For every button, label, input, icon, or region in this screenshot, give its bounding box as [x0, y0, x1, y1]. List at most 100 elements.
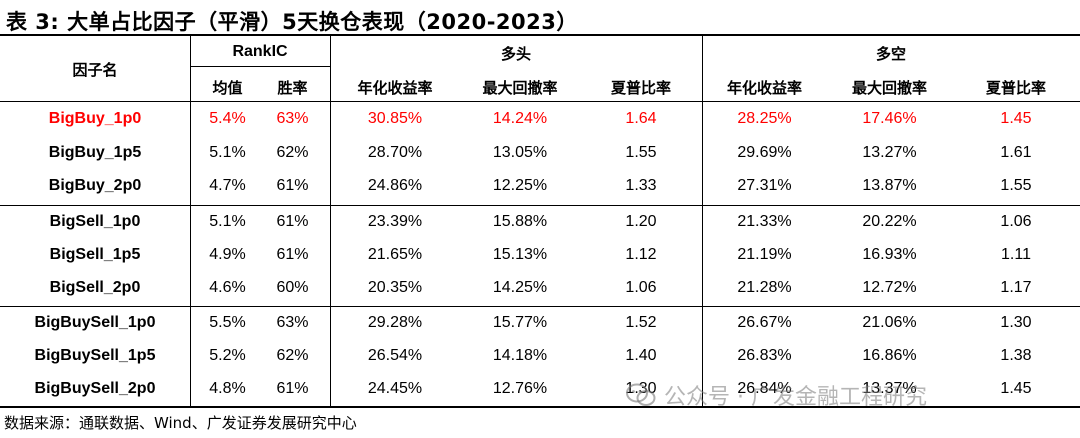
factor-name-cell: BigBuy_1p0 [48, 110, 142, 127]
column-separator-2 [330, 35, 331, 408]
value-cell: 16.93% [862, 246, 917, 263]
value-cell: 1.61 [1000, 144, 1032, 161]
value-cell: 1.30 [1000, 314, 1032, 331]
value-cell: 1.33 [625, 177, 657, 194]
value-cell: 1.64 [625, 110, 657, 127]
sub-header-2: 年化收益率 [357, 79, 433, 97]
value-cell: 26.84% [737, 380, 792, 397]
group-rule-2 [0, 306, 1080, 307]
value-cell: 1.55 [1000, 177, 1032, 194]
watermark-text: 公众号 · 广发金融工程研究 [664, 385, 927, 410]
value-cell: 15.88% [492, 213, 548, 230]
value-cell: 29.69% [737, 144, 792, 161]
value-cell: 30.85% [367, 110, 423, 127]
source-note: 数据来源：通联数据、Wind、广发证券发展研究中心 [4, 414, 357, 432]
value-cell: 21.28% [737, 279, 792, 296]
value-cell: 4.7% [209, 177, 246, 194]
value-cell: 13.37% [862, 380, 917, 397]
sub-header-5: 年化收益率 [726, 79, 802, 97]
value-cell: 5.1% [209, 144, 246, 161]
value-cell: 4.8% [209, 380, 246, 397]
value-cell: 63% [276, 110, 309, 127]
value-cell: 62% [276, 144, 309, 161]
top-rule [0, 34, 1080, 36]
value-cell: 1.20 [625, 213, 657, 230]
value-cell: 14.18% [492, 347, 548, 364]
header-factor-name: 因子名 [72, 61, 118, 79]
value-cell: 61% [276, 246, 309, 263]
column-separator-3 [702, 35, 703, 408]
header-long-short: 多空 [875, 45, 906, 63]
factor-name-cell: BigBuySell_1p0 [34, 314, 156, 331]
value-cell: 1.06 [625, 279, 657, 296]
value-cell: 12.25% [492, 177, 548, 194]
sub-header-3: 最大回撤率 [482, 79, 558, 97]
value-cell: 20.22% [862, 213, 917, 230]
factor-name-cell: BigSell_2p0 [49, 279, 141, 296]
factor-name-cell: BigBuySell_1p5 [34, 347, 156, 364]
value-cell: 1.11 [1001, 246, 1031, 263]
value-cell: 26.54% [367, 347, 423, 364]
value-cell: 12.72% [862, 279, 917, 296]
value-cell: 60% [276, 279, 309, 296]
sub-header-4: 夏普比率 [610, 79, 671, 97]
value-cell: 21.19% [737, 246, 792, 263]
value-cell: 5.5% [209, 314, 246, 331]
value-cell: 26.83% [737, 347, 792, 364]
value-cell: 26.67% [737, 314, 792, 331]
value-cell: 15.77% [492, 314, 548, 331]
value-cell: 1.06 [1000, 213, 1032, 230]
sub-header-1: 胜率 [277, 79, 308, 97]
factor-name-cell: BigSell_1p0 [49, 213, 141, 230]
value-cell: 16.86% [862, 347, 917, 364]
group-rule-1 [0, 205, 1080, 206]
value-cell: 24.86% [367, 177, 423, 194]
value-cell: 1.55 [625, 144, 657, 161]
sub-header-7: 夏普比率 [985, 79, 1046, 97]
value-cell: 1.12 [625, 246, 657, 263]
value-cell: 1.40 [625, 347, 657, 364]
value-cell: 21.06% [862, 314, 917, 331]
rankic-underline [190, 66, 330, 67]
value-cell: 5.2% [209, 347, 246, 364]
value-cell: 61% [276, 380, 309, 397]
wechat-icon [626, 383, 656, 406]
value-cell: 61% [276, 213, 309, 230]
value-cell: 23.39% [367, 213, 423, 230]
value-cell: 28.70% [367, 144, 423, 161]
value-cell: 21.33% [737, 213, 792, 230]
value-cell: 20.35% [367, 279, 423, 296]
factor-name-cell: BigSell_1p5 [49, 246, 141, 263]
factor-name-cell: BigBuySell_2p0 [34, 380, 156, 397]
value-cell: 63% [276, 314, 309, 331]
value-cell: 1.52 [625, 314, 657, 331]
value-cell: 27.31% [737, 177, 792, 194]
value-cell: 14.25% [492, 279, 548, 296]
header-rankic: RankIC [232, 43, 288, 60]
value-cell: 14.24% [492, 110, 548, 127]
factor-name-cell: BigBuy_1p5 [48, 144, 142, 161]
bottom-rule [0, 406, 1080, 408]
value-cell: 13.87% [862, 177, 917, 194]
header-long: 多头 [500, 45, 531, 63]
value-cell: 28.25% [737, 110, 792, 127]
value-cell: 29.28% [367, 314, 423, 331]
value-cell: 15.13% [492, 246, 548, 263]
value-cell: 1.45 [1000, 110, 1032, 127]
value-cell: 4.9% [209, 246, 246, 263]
value-cell: 61% [276, 177, 309, 194]
value-cell: 13.27% [862, 144, 917, 161]
value-cell: 4.6% [209, 279, 246, 296]
value-cell: 5.1% [209, 213, 246, 230]
sub-header-6: 最大回撤率 [851, 79, 927, 97]
value-cell: 1.17 [1000, 279, 1032, 296]
value-cell: 17.46% [862, 110, 917, 127]
watermark: 公众号 · 广发金融工程研究 [626, 378, 927, 412]
value-cell: 12.76% [492, 380, 548, 397]
value-cell: 13.05% [492, 144, 548, 161]
value-cell: 1.45 [1000, 380, 1032, 397]
table-title: 表 3: 大单占比因子（平滑）5天换仓表现（2020-2023） [6, 10, 578, 34]
header-bottom-rule [0, 101, 1080, 102]
column-separator-1 [190, 35, 191, 408]
value-cell: 62% [276, 347, 309, 364]
